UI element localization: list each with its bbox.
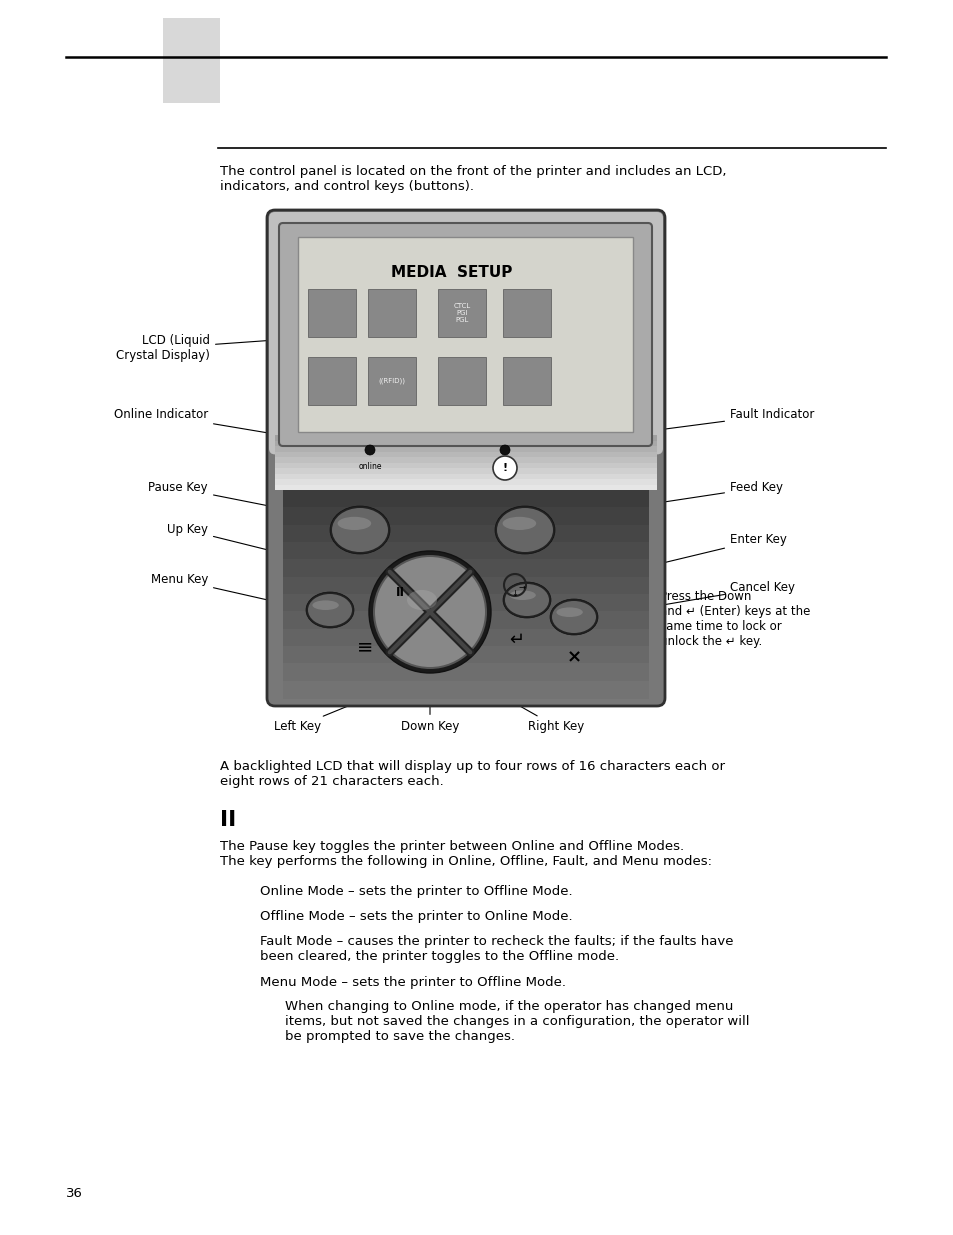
Bar — [274, 473, 657, 479]
Text: Press the Down
and ↵ (Enter) keys at the
same time to lock or
unlock the ↵ key.: Press the Down and ↵ (Enter) keys at the… — [659, 590, 809, 648]
Bar — [283, 559, 648, 578]
Text: Offline Mode – sets the printer to Online Mode.: Offline Mode – sets the printer to Onlin… — [260, 910, 572, 923]
Bar — [274, 446, 657, 452]
Bar — [274, 462, 657, 468]
Bar — [283, 629, 648, 647]
Ellipse shape — [312, 600, 338, 610]
Bar — [285, 224, 646, 248]
Ellipse shape — [407, 590, 436, 610]
Ellipse shape — [337, 516, 371, 530]
Bar — [274, 441, 657, 446]
Bar — [283, 525, 648, 543]
Ellipse shape — [330, 506, 390, 555]
Ellipse shape — [497, 508, 553, 552]
Bar — [274, 435, 657, 441]
Text: MEDIA  SETUP: MEDIA SETUP — [391, 266, 513, 280]
Text: II: II — [220, 810, 236, 830]
Text: When changing to Online mode, if the operator has changed menu
items, but not sa: When changing to Online mode, if the ope… — [285, 1000, 749, 1044]
Ellipse shape — [550, 599, 598, 635]
Bar — [308, 289, 355, 337]
Ellipse shape — [502, 582, 551, 618]
Text: LCD (Liquid
Crystal Display): LCD (Liquid Crystal Display) — [116, 333, 314, 362]
Circle shape — [375, 557, 484, 667]
Circle shape — [365, 445, 375, 454]
Bar — [274, 452, 657, 457]
Text: A backlighted LCD that will display up to four rows of 16 characters each or
eig: A backlighted LCD that will display up t… — [220, 760, 724, 788]
Bar — [437, 357, 485, 405]
Bar — [274, 468, 657, 473]
Text: Menu Key: Menu Key — [151, 573, 308, 610]
Text: CTCL
PGI
PGL: CTCL PGI PGL — [453, 303, 470, 324]
Bar — [437, 289, 485, 337]
Ellipse shape — [552, 601, 596, 634]
Text: Up Key: Up Key — [167, 524, 400, 584]
Text: Menu Mode – sets the printer to Offline Mode.: Menu Mode – sets the printer to Offline … — [260, 976, 565, 989]
Text: Enter Key: Enter Key — [545, 534, 786, 593]
Bar — [274, 457, 657, 462]
Text: ↵: ↵ — [509, 631, 524, 650]
Bar — [274, 484, 657, 490]
Bar — [283, 542, 648, 561]
Ellipse shape — [308, 594, 352, 626]
Circle shape — [493, 456, 517, 480]
Text: Right Key: Right Key — [491, 690, 583, 734]
Text: Online Mode – sets the printer to Offline Mode.: Online Mode – sets the printer to Offlin… — [260, 885, 572, 898]
Bar — [283, 508, 648, 526]
Ellipse shape — [502, 516, 536, 530]
Circle shape — [369, 551, 491, 673]
Circle shape — [499, 445, 510, 454]
Text: Feed Key: Feed Key — [548, 482, 782, 521]
Text: The Pause key toggles the printer between Online and Offline Modes.
The key perf: The Pause key toggles the printer betwee… — [220, 840, 711, 868]
Bar — [163, 19, 220, 103]
Ellipse shape — [332, 508, 388, 552]
FancyBboxPatch shape — [269, 212, 662, 454]
Bar — [502, 357, 551, 405]
Ellipse shape — [306, 592, 354, 629]
Bar — [502, 289, 551, 337]
Text: The control panel is located on the front of the printer and includes an LCD,
in: The control panel is located on the fron… — [220, 165, 726, 193]
Bar — [283, 611, 648, 630]
Text: Online Indicator: Online Indicator — [113, 409, 366, 451]
Ellipse shape — [556, 608, 582, 618]
Text: II: II — [395, 585, 404, 599]
Bar — [283, 663, 648, 682]
Text: Pause Key: Pause Key — [149, 482, 335, 521]
Bar — [368, 289, 416, 337]
Text: Down Key: Down Key — [400, 697, 458, 734]
Ellipse shape — [495, 506, 555, 555]
Text: →: → — [518, 583, 525, 592]
Text: Fault Indicator: Fault Indicator — [509, 409, 814, 451]
Text: ≡: ≡ — [356, 637, 373, 657]
Text: Left Key: Left Key — [274, 689, 388, 734]
Text: ((RFID)): ((RFID)) — [378, 378, 405, 384]
Bar — [283, 680, 648, 699]
Bar — [283, 594, 648, 613]
Text: Fault Mode – causes the printer to recheck the faults; if the faults have
been c: Fault Mode – causes the printer to reche… — [260, 935, 733, 963]
Text: !: ! — [502, 463, 507, 473]
Text: ×: × — [566, 648, 581, 666]
FancyBboxPatch shape — [267, 210, 664, 706]
Bar — [283, 577, 648, 595]
Text: online: online — [358, 462, 381, 471]
Ellipse shape — [504, 584, 548, 616]
Bar — [283, 646, 648, 664]
Bar — [308, 357, 355, 405]
Bar — [274, 479, 657, 484]
FancyBboxPatch shape — [278, 224, 651, 446]
Bar — [297, 237, 633, 432]
Circle shape — [373, 555, 486, 669]
Text: 36: 36 — [66, 1187, 83, 1200]
Bar — [283, 490, 648, 509]
Text: Cancel Key: Cancel Key — [596, 582, 794, 618]
Bar — [368, 357, 416, 405]
Ellipse shape — [509, 590, 536, 600]
Text: ↓: ↓ — [511, 589, 518, 598]
